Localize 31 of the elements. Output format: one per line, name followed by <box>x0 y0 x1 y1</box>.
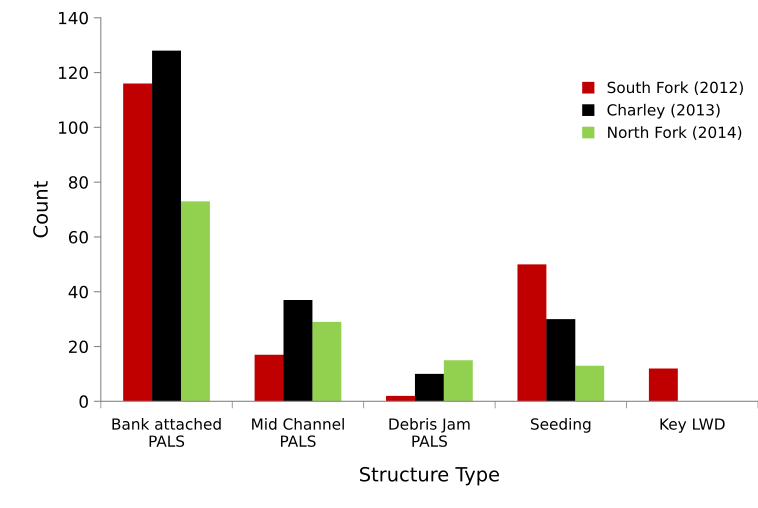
legend-label: Charley (2013) <box>607 104 720 119</box>
legend-label: South Fork (2012) <box>608 81 743 96</box>
x-tick-label: Seeding <box>530 418 590 433</box>
y-axis-title: Count <box>33 181 48 238</box>
y-tick-label: 80 <box>68 176 88 189</box>
x-tick-label: Key LWD <box>660 418 725 433</box>
bar <box>123 84 152 402</box>
bar <box>575 366 604 402</box>
bar <box>444 360 473 402</box>
bar <box>152 50 181 402</box>
bar <box>312 322 342 402</box>
bar <box>517 264 546 402</box>
bar <box>254 354 284 402</box>
y-tick-label: 40 <box>68 286 88 298</box>
bar <box>284 300 312 402</box>
bar <box>648 368 678 402</box>
bar <box>414 374 444 402</box>
x-tick-label: Mid Channel PALS <box>252 418 344 447</box>
x-tick-label: Bank attached PALS <box>112 418 221 447</box>
y-tick-label: 0 <box>80 395 88 408</box>
bar <box>546 319 576 402</box>
y-tick-label: 140 <box>59 12 88 24</box>
y-tick-label: 60 <box>68 230 88 244</box>
bar <box>180 201 210 402</box>
y-tick-label: 20 <box>69 340 88 354</box>
y-tick-label: 120 <box>59 66 88 80</box>
legend-label: North Fork (2014) <box>608 126 742 140</box>
bar <box>386 396 415 402</box>
x-tick-label: Debris Jam PALS <box>389 418 470 447</box>
y-tick-label: 100 <box>59 121 88 134</box>
x-axis-title: Structure Type <box>360 466 500 486</box>
